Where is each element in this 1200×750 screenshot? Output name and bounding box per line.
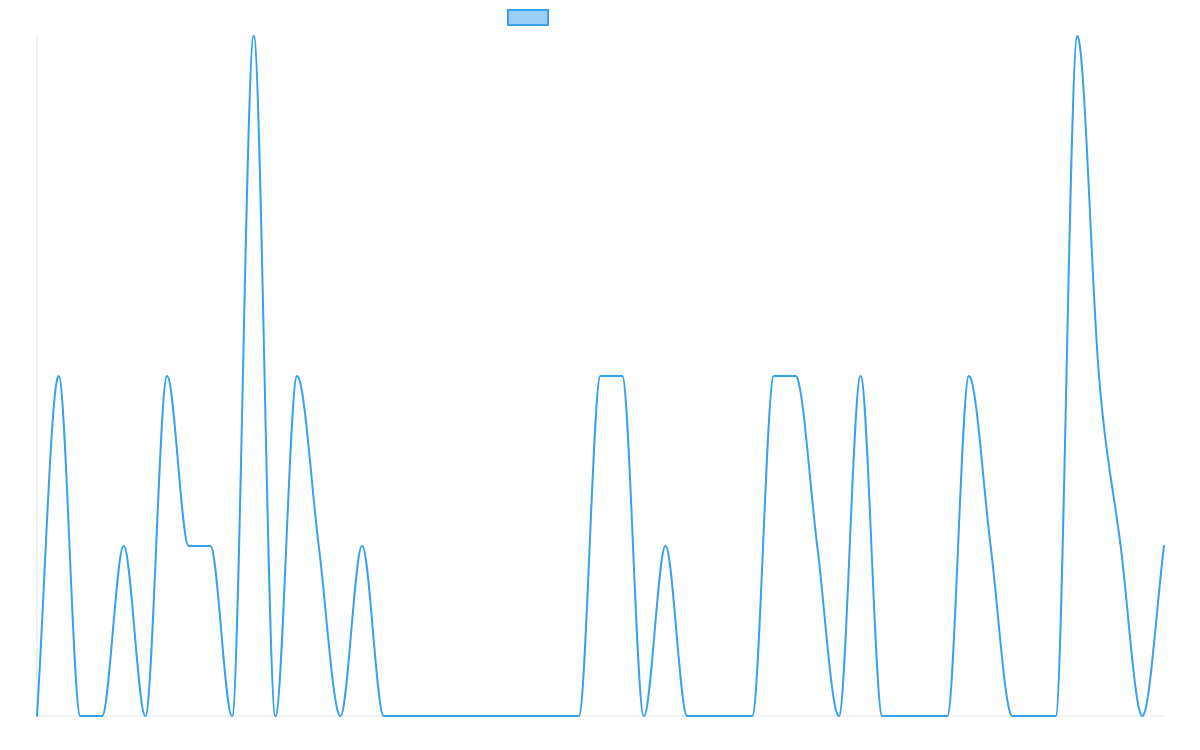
- legend[interactable]: [507, 9, 549, 26]
- series-layer: [36, 35, 1165, 717]
- series-line-0: [36, 35, 1165, 717]
- legend-swatch[interactable]: [507, 9, 549, 26]
- axes: [36, 36, 1164, 717]
